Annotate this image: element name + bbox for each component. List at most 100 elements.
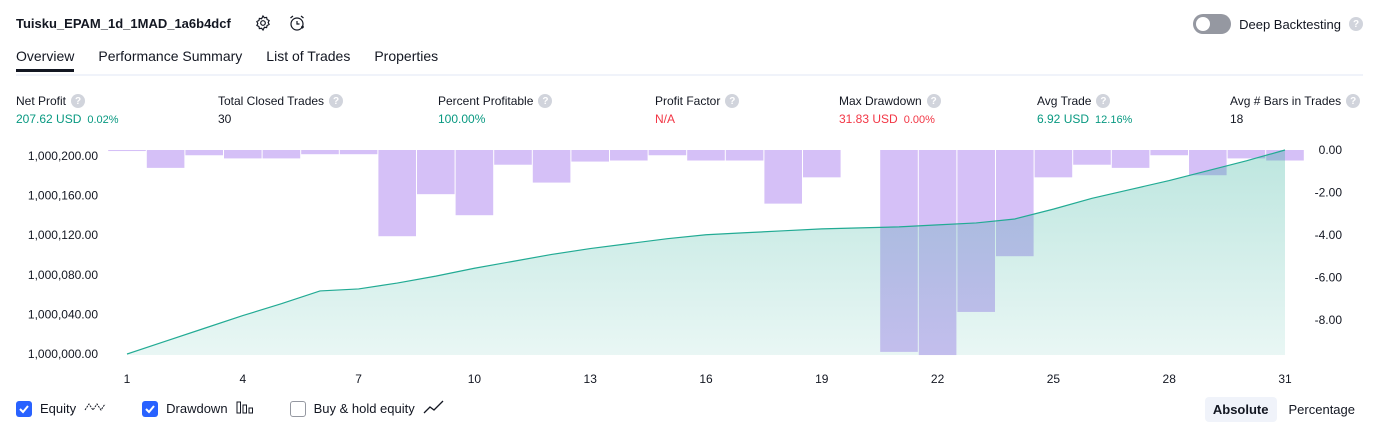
drawdown-bar [301,150,339,155]
x-axis-tick: 25 [1047,372,1061,386]
metric-label: Max Drawdown [839,94,922,108]
drawdown-bar [1111,150,1150,168]
equity-area [127,150,1285,355]
drawdown-bar [224,150,262,159]
metric-label: Avg Trade [1037,94,1092,108]
x-axis-tick: 16 [699,372,713,386]
help-icon[interactable]: ? [71,94,86,108]
help-icon[interactable]: ? [1096,94,1111,108]
metric-avg-bars-in-trades: Avg # Bars in Trades? 18 [1230,94,1361,126]
help-icon[interactable]: ? [1349,17,1363,31]
help-icon[interactable]: ? [1346,94,1361,108]
drawdown-bar [610,150,648,161]
drawdown-bar [146,150,185,168]
metric-net-profit: Net Profit? 207.62 USD 0.02% [16,94,119,126]
deep-backtesting-label: Deep Backtesting [1239,16,1341,32]
drawdown-bar [532,150,571,183]
metric-value: 30 [218,112,232,126]
drawdown-bar [1073,150,1111,165]
metric-value: 207.62 USD [16,112,82,126]
right-axis-tick: -2.00 [1315,186,1343,200]
absolute-button[interactable]: Absolute [1204,397,1277,422]
alarm-clock-icon[interactable] [288,14,306,32]
metric-value: 6.92 USD [1037,112,1090,126]
settings-gear-icon[interactable] [254,14,272,32]
drawdown-bars-icon [236,400,254,417]
right-axis-tick: -4.00 [1315,228,1343,242]
drawdown-bar [378,150,416,237]
drawdown-bar [687,150,725,161]
x-axis-tick: 4 [239,372,246,386]
x-axis-tick: 1 [124,372,131,386]
equity-drawdown-chart[interactable]: 1,000,200.00 1,000,160.00 1,000,120.00 1,00… [0,140,1379,390]
legend-label: Buy & hold equity [313,401,415,416]
drawdown-bar [417,150,455,195]
metric-total-closed-trades: Total Closed Trades? 30 [218,94,344,126]
left-axis-tick: 1,000,200.00 [28,149,98,163]
drawdown-bar [494,150,532,165]
drawdown-bar [185,150,223,156]
drawdown-bar [455,150,494,216]
percentage-button[interactable]: Percentage [1288,402,1356,417]
left-axis-tick: 1,000,040.00 [28,307,98,321]
drawdown-bar [725,150,764,161]
tab-list-of-trades[interactable]: List of Trades [266,48,351,64]
metric-label: Profit Factor [655,94,721,108]
tab-divider [16,74,1363,76]
x-axis-tick: 13 [584,372,598,386]
metric-avg-trade: Avg Trade? 6.92 USD 12.16% [1037,94,1132,126]
left-axis-tick: 1,000,080.00 [28,268,98,282]
buy-hold-checkbox[interactable] [289,400,306,417]
tab-performance-summary[interactable]: Performance Summary [98,48,243,64]
metric-max-drawdown: Max Drawdown? 31.83 USD 0.00% [839,94,941,126]
chart-legend: Equity Drawdown Buy & hold equity [16,400,481,417]
legend-drawdown[interactable]: Drawdown [142,400,253,417]
scale-mode-switch: Absolute Percentage [1204,397,1363,422]
metric-sub-value: 0.00% [903,114,935,126]
drawdown-bar [1150,150,1188,156]
help-icon[interactable]: ? [926,94,941,108]
tab-properties[interactable]: Properties [374,48,439,64]
drawdown-bar [1227,150,1266,159]
metric-sub-value: 0.02% [87,114,119,126]
drawdown-bar [803,150,841,178]
metric-value: 31.83 USD [839,112,898,126]
drawdown-bar [262,150,301,159]
legend-label: Drawdown [166,401,228,416]
metric-value: 18 [1230,112,1244,126]
drawdown-checkbox[interactable] [142,400,159,417]
metrics-row: Net Profit? 207.62 USD 0.02% Total Closed… [16,94,1363,134]
legend-buy-hold[interactable]: Buy & hold equity [289,400,445,417]
help-icon[interactable]: ? [725,94,740,108]
help-icon[interactable]: ? [329,94,344,108]
drawdown-bar [764,150,802,204]
metric-value: N/A [655,112,676,126]
equity-checkbox[interactable] [16,400,32,417]
right-axis-tick: 0.00 [1319,143,1343,157]
metric-label: Percent Profitable [438,94,534,108]
help-icon[interactable]: ? [538,94,553,108]
equity-line [126,149,1286,355]
drawdown-bar [571,150,609,162]
tab-overview[interactable]: Overview [16,48,75,72]
right-axis-tick: -6.00 [1315,271,1343,285]
right-axis-tick: -8.00 [1315,313,1343,327]
x-axis-tick: 10 [468,372,482,386]
tab-bar: Overview Performance Summary List of Tra… [16,48,438,72]
deep-backtesting-toggle[interactable] [1193,14,1232,34]
legend-label: Equity [40,401,77,416]
equity-wave-icon [84,400,106,417]
left-axis-tick: 1,000,120.00 [28,228,98,242]
legend-equity[interactable]: Equity [16,400,106,417]
left-axis-tick: 1,000,000.00 [28,347,98,361]
strategy-title: Tuisku_EPAM_1d_1MAD_1a6b4dcf [16,16,231,31]
metric-label: Total Closed Trades [218,94,325,108]
x-axis-tick: 19 [815,372,829,386]
metric-percent-profitable: Percent Profitable? 100.00% [438,94,553,126]
x-axis-tick: 22 [931,372,945,386]
drawdown-bar [339,150,378,155]
metric-value: 100.00% [438,112,486,126]
drawdown-bar [648,150,687,156]
metric-label: Net Profit [16,94,67,108]
deep-backtesting-control: Deep Backtesting ? [1193,14,1363,34]
